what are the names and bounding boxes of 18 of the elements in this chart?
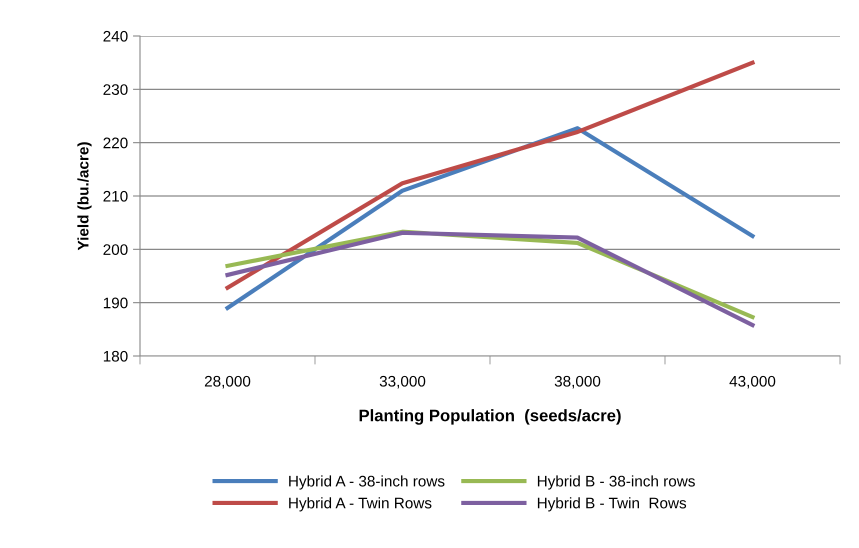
y-tick-label: 220	[103, 138, 128, 148]
y-tick-label: 180	[104, 350, 128, 362]
x-axis-title: Planting Population (seeds/acre)	[360, 409, 621, 425]
y-axis-title: Yield (bu./acre)	[77, 142, 92, 250]
legend-label: Hybrid A - 38-inch rows	[289, 475, 444, 490]
y-tick-label: 200	[103, 244, 128, 256]
legend-label: Hybrid B - Twin Rows	[538, 497, 686, 512]
x-tick-label: 33,000	[380, 376, 426, 388]
y-tick-label: 210	[103, 190, 128, 202]
y-tick-label: 230	[103, 84, 128, 96]
legend-label: Hybrid A - Twin Rows	[289, 497, 432, 512]
line-series	[225, 60, 755, 290]
y-tick-label: 240	[103, 30, 128, 42]
legend-label: Hybrid B - 38-inch rows	[538, 475, 695, 490]
x-tick-label: 28,000	[204, 376, 250, 388]
x-tick-label: 38,000	[554, 376, 600, 388]
y-tick-label: 190	[104, 298, 128, 308]
x-tick-label: 43,000	[729, 376, 776, 388]
